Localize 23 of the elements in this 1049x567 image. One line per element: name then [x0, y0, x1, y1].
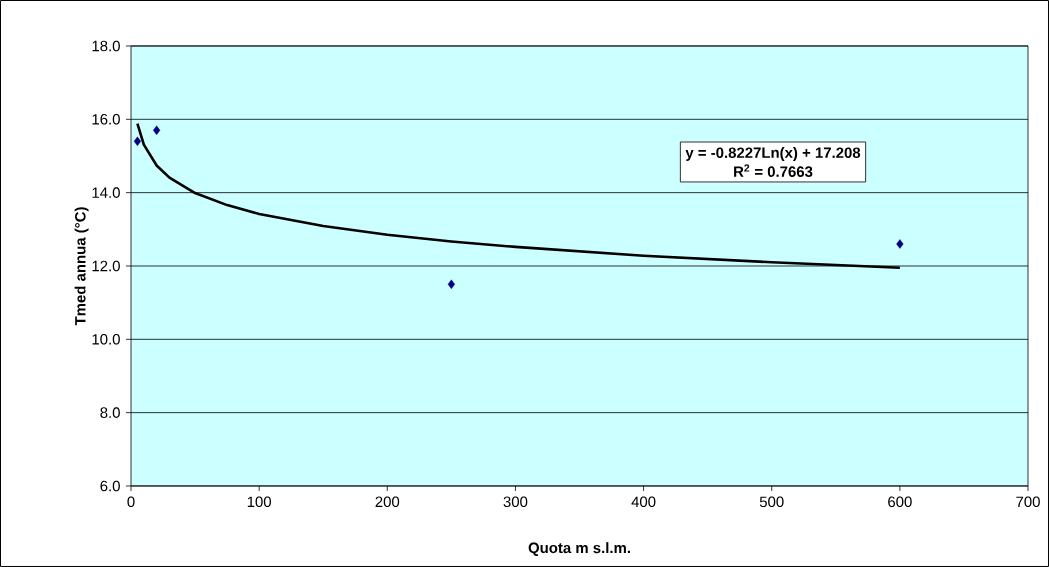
- x-axis-title: Quota m s.l.m.: [528, 542, 630, 556]
- x-tick-label: 500: [759, 496, 784, 508]
- x-tick-label: 300: [503, 496, 528, 508]
- y-tick-label: 6.0: [100, 480, 120, 492]
- y-tick-label: 8.0: [100, 407, 120, 418]
- x-tick-label: 600: [888, 496, 912, 508]
- x-tick-label: 200: [375, 496, 400, 508]
- x-tick-label: 400: [631, 496, 656, 508]
- point: [153, 125, 161, 136]
- annotation: R$^{2}$ = 0.7663: [734, 164, 813, 177]
- x-tick-label: 100: [247, 496, 272, 508]
- x-tick-label: 0: [127, 496, 135, 508]
- point: [447, 279, 455, 290]
- y-tick-label: 18.0: [92, 40, 120, 52]
- y-tick-label: 14.0: [92, 187, 120, 198]
- y-tick-label: 16.0: [92, 114, 120, 125]
- point: [896, 239, 904, 249]
- point: [133, 136, 141, 147]
- y-tick-label: 10.0: [92, 334, 120, 345]
- annotation: y = -0.8227Ln(x) + 17.208: [685, 147, 861, 161]
- x-tick-label: 700: [1016, 496, 1040, 508]
- y-tick-label: 12.0: [92, 260, 120, 272]
- y-axis-title: Tmed annua (°C): [74, 207, 89, 326]
